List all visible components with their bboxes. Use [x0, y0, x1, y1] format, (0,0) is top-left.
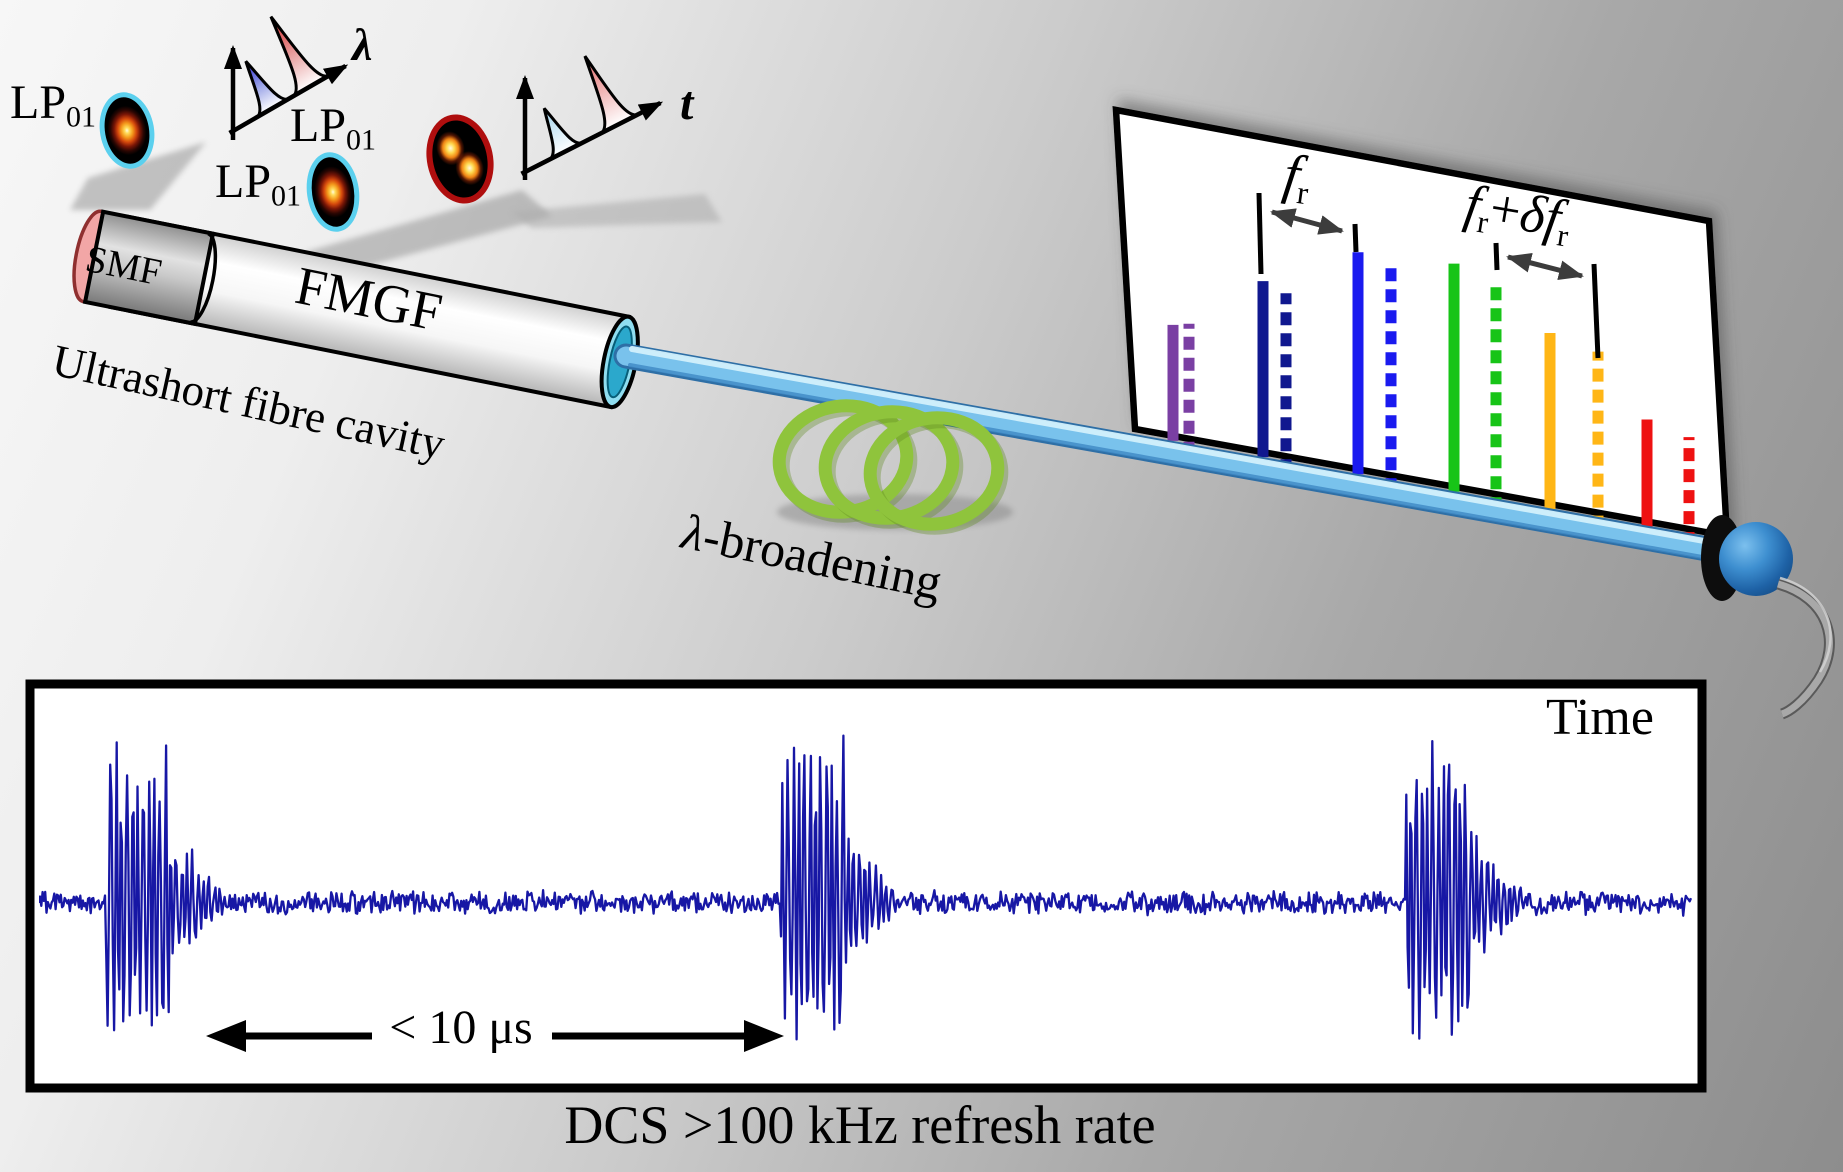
- mode-shadows: [70, 142, 722, 272]
- mode-label-lp01-c: LP01: [215, 155, 302, 213]
- detector-ball: [1719, 522, 1793, 596]
- time-trace-box: [25, 679, 1707, 1093]
- comb-tick-marks: [1256, 192, 1601, 359]
- dcs-caption: DCS >100 kHz refresh rate: [564, 1095, 1156, 1155]
- lambda-axis-label: λ: [352, 19, 373, 70]
- time-plot: [516, 55, 664, 180]
- lambda-plot: [224, 15, 349, 140]
- time-corner-label: Time: [1546, 689, 1654, 746]
- fibre-cavity: [72, 209, 640, 410]
- t-axis-label: t: [680, 77, 694, 130]
- interval-arrow: [206, 1020, 784, 1052]
- smf-fmgf-boundary: [189, 231, 218, 324]
- mode-label-lp01-a: LP01: [10, 76, 97, 134]
- fibre-coil: [772, 399, 1013, 535]
- detector-cable-core: [1776, 580, 1833, 718]
- comb-panel: [1112, 106, 1731, 546]
- smf-section: [82, 209, 216, 327]
- comb-spacing-arrows: [1270, 208, 1584, 280]
- blue-fibre-rod: [613, 343, 1776, 572]
- photodetector: [1701, 515, 1835, 720]
- interval-label: < 10 μs: [389, 1001, 533, 1054]
- comb-teeth: [1167, 252, 1695, 546]
- mode-label-lp01-b: LP01: [290, 99, 377, 157]
- interferogram-waveform: [39, 734, 1693, 1041]
